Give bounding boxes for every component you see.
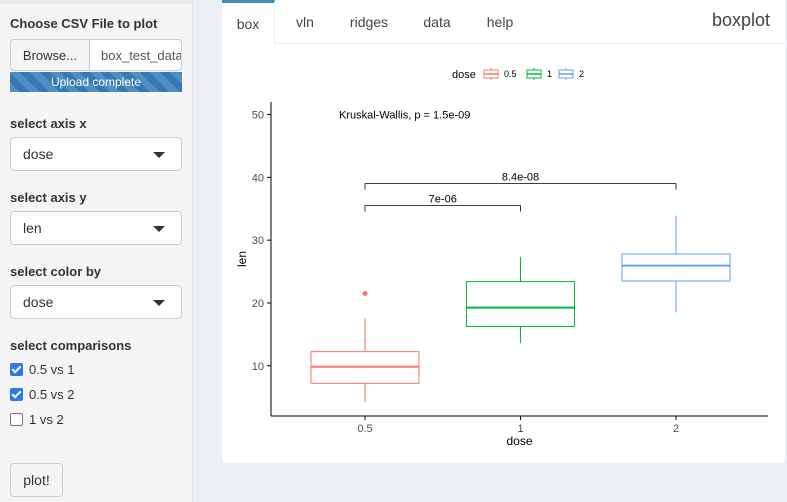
comparison-checkbox-row[interactable]: 1 vs 2	[10, 411, 64, 427]
color-by-select[interactable]: dose	[10, 285, 182, 319]
x-tick-label: 2	[673, 423, 679, 435]
comparison-label: 0.5 vs 1	[29, 361, 75, 377]
boxplot-chart: dose 0.5 1 2 10 20 30 40 50 0.5 1 2 dose len Kruskal…	[235, 68, 768, 448]
chart-axes: 10 20 30 40 50 0.5 1 2 dose len	[235, 102, 768, 448]
comparison-pvalue: 7e-06	[429, 194, 457, 206]
tab-box[interactable]: box	[222, 0, 275, 44]
tab-ridges[interactable]: ridges	[349, 14, 389, 30]
checkbox-0-5-vs-1[interactable]	[10, 362, 23, 376]
comparison-pvalue: 8.4e-08	[502, 172, 539, 184]
tab-data[interactable]: data	[423, 14, 451, 30]
comparison-bracket	[364, 205, 521, 212]
axis-x-select-value: dose	[23, 146, 54, 162]
axis-x-label: select axis x	[10, 116, 87, 131]
x-axis-title: dose	[506, 434, 532, 448]
sidebar: Choose CSV File to plot Browse... box_te…	[0, 0, 193, 502]
comparisons-label: select comparisons	[10, 338, 132, 353]
x-tick-label: 0.5	[357, 423, 372, 435]
axis-y-select[interactable]: len	[10, 211, 182, 245]
chart-annotations: Kruskal-Wallis, p = 1.5e-09 7e-06 8.4e-08	[339, 110, 677, 212]
caret-down-icon	[153, 226, 165, 232]
file-input-group: Browse... box_test_data.csv	[10, 39, 182, 71]
caret-down-icon	[153, 152, 165, 158]
upload-progress-bar: Upload complete	[10, 72, 182, 92]
plot-button[interactable]: plot!	[10, 463, 63, 497]
upload-progress-fill: Upload complete	[10, 72, 182, 92]
x-tick-label: 1	[517, 423, 523, 435]
checkbox-0-5-vs-2[interactable]	[10, 387, 23, 401]
file-input-label: Choose CSV File to plot	[10, 16, 158, 31]
box-outlier	[362, 291, 368, 297]
legend-entry-label: 0.5	[504, 69, 517, 79]
browse-button[interactable]: Browse...	[10, 39, 90, 71]
main-panel: box vln ridges data help boxplot dose 0.5…	[222, 0, 785, 463]
comparison-bracket	[364, 183, 677, 190]
checkbox-1-vs-2[interactable]	[10, 412, 23, 426]
comparison-checkbox-row[interactable]: 0.5 vs 1	[10, 361, 75, 377]
color-by-label: select color by	[10, 264, 102, 279]
y-tick-label: 20	[252, 298, 264, 310]
y-axis-title: len	[235, 251, 249, 267]
axis-y-select-value: len	[23, 220, 42, 236]
axis-y-label: select axis y	[10, 190, 87, 205]
box-title: boxplot	[711, 10, 770, 30]
sidebar-top-border	[0, 0, 193, 4]
y-tick-label: 30	[252, 235, 264, 247]
tab-help[interactable]: help	[486, 14, 514, 30]
comparison-label: 0.5 vs 2	[29, 386, 75, 402]
legend-entry-label: 2	[579, 69, 584, 79]
color-by-select-value: dose	[23, 294, 54, 310]
caret-down-icon	[153, 300, 165, 306]
chart-legend: dose 0.5 1 2	[452, 68, 584, 81]
box-body	[621, 253, 731, 282]
y-tick-label: 50	[252, 110, 264, 122]
box-body	[466, 281, 575, 328]
tab-vln[interactable]: vln	[296, 14, 314, 30]
tab-bar: box vln ridges data help boxplot	[222, 0, 785, 44]
legend-entry-label: 1	[547, 69, 552, 79]
chart-boxes	[310, 215, 731, 403]
legend-title: dose	[452, 69, 476, 81]
y-tick-label: 10	[252, 361, 264, 373]
comparison-checkbox-row[interactable]: 0.5 vs 2	[10, 386, 75, 402]
kruskal-wallis-annotation: Kruskal-Wallis, p = 1.5e-09	[339, 110, 470, 122]
axis-x-select[interactable]: dose	[10, 137, 182, 171]
file-name-field: box_test_data.csv	[90, 39, 182, 71]
y-tick-label: 40	[252, 172, 264, 184]
comparison-label: 1 vs 2	[29, 411, 64, 427]
